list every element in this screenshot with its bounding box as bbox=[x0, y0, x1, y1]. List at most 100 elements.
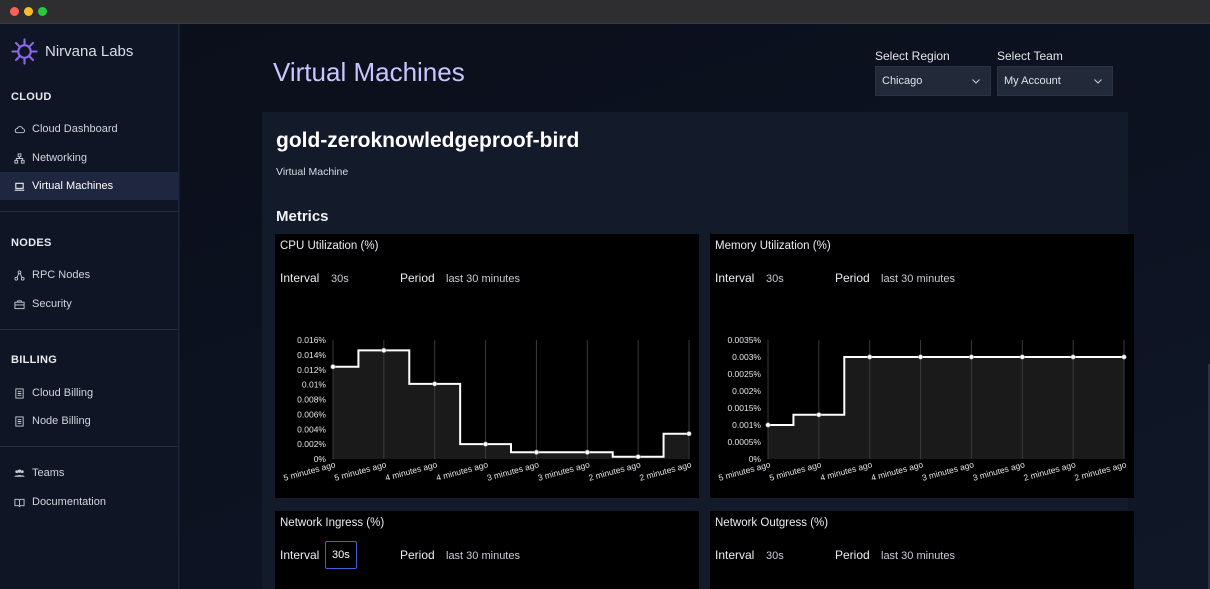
interval-value[interactable]: 30s bbox=[325, 541, 357, 569]
sidebar-item-label: Node Billing bbox=[32, 415, 91, 427]
data-point bbox=[686, 431, 692, 437]
data-point bbox=[816, 412, 822, 418]
interval-label: Interval bbox=[715, 271, 755, 285]
sidebar-divider bbox=[0, 446, 179, 447]
interval-label: Interval bbox=[280, 271, 320, 285]
page-title: Virtual Machines bbox=[273, 57, 465, 87]
sidebar-divider bbox=[0, 329, 179, 330]
sidebar-item-security[interactable]: Security bbox=[0, 290, 179, 318]
period-value[interactable]: last 30 minutes bbox=[881, 550, 955, 562]
y-tick-label: 0.016% bbox=[297, 335, 326, 345]
data-point bbox=[330, 364, 336, 370]
book-icon bbox=[14, 497, 25, 508]
network-outgress-card: Network Outgress (%) Interval 30s Period… bbox=[710, 511, 1134, 589]
minimize-window-button[interactable] bbox=[24, 7, 33, 16]
y-tick-label: 0.002% bbox=[297, 439, 326, 449]
y-tick-label: 0.002% bbox=[732, 386, 761, 396]
card-title: Memory Utilization (%) bbox=[715, 240, 831, 252]
main-content: Virtual Machines Select Region Chicago S… bbox=[180, 24, 1210, 589]
series-area bbox=[333, 350, 689, 459]
data-point bbox=[533, 449, 539, 455]
sidebar-item-label: Cloud Dashboard bbox=[32, 123, 118, 135]
chevron-down-icon bbox=[1094, 79, 1102, 84]
sidebar-item-networking[interactable]: Networking bbox=[0, 144, 179, 172]
sidebar-item-label: RPC Nodes bbox=[32, 269, 91, 281]
cpu-utilization-card: CPU Utilization (%) Interval 30s Period … bbox=[275, 234, 699, 498]
sidebar-item-teams[interactable]: Teams bbox=[0, 459, 179, 487]
node-icon bbox=[14, 269, 25, 281]
sidebar-item-virtual-machines[interactable]: Virtual Machines bbox=[0, 172, 179, 200]
sidebar-item-label: Virtual Machines bbox=[32, 180, 114, 192]
region-select[interactable]: Chicago bbox=[875, 66, 991, 96]
x-tick-label: 2 minutes ago bbox=[1022, 459, 1076, 483]
data-point bbox=[867, 354, 873, 360]
x-tick-label: 2 minutes ago bbox=[638, 459, 692, 483]
window-titlebar bbox=[0, 0, 1210, 24]
sidebar-item-label: Networking bbox=[32, 152, 88, 164]
interval-value[interactable]: 30s bbox=[766, 550, 784, 562]
data-point bbox=[1070, 354, 1076, 360]
sidebar-item-label: Documentation bbox=[32, 496, 106, 508]
x-tick-label: 2 minutes ago bbox=[587, 459, 641, 483]
y-tick-label: 0.012% bbox=[297, 365, 326, 375]
x-tick-label: 3 minutes ago bbox=[921, 459, 975, 483]
interval-value[interactable]: 30s bbox=[766, 273, 784, 285]
y-tick-label: 0.008% bbox=[297, 395, 326, 405]
data-point bbox=[1019, 354, 1025, 360]
data-point bbox=[432, 381, 438, 387]
cpu-utilization-chart: 0% 0.002% 0.004% 0.006% 0.008% 0.01% 0.012% 0.0… bbox=[282, 335, 692, 483]
data-point bbox=[918, 354, 924, 360]
brand-logo[interactable]: Nirvana Labs bbox=[11, 38, 133, 65]
data-point bbox=[381, 347, 387, 353]
sidebar-item-cloud-billing[interactable]: Cloud Billing bbox=[0, 379, 179, 407]
sidebar: Nirvana Labs CLOUD Cloud Dashboard Netwo… bbox=[0, 24, 179, 589]
section-title-nodes: NODES bbox=[11, 237, 52, 249]
chevron-down-icon bbox=[972, 79, 980, 84]
y-tick-label: 0.003% bbox=[732, 352, 761, 362]
maximize-window-button[interactable] bbox=[38, 7, 47, 16]
network-ingress-card: Network Ingress (%) Interval 30s Period … bbox=[275, 511, 699, 589]
page-scrollbar[interactable] bbox=[1208, 364, 1210, 589]
close-window-button[interactable] bbox=[10, 7, 19, 16]
vm-detail-panel: gold-zeroknowledgeproof-bird Virtual Mac… bbox=[262, 112, 1134, 589]
x-tick-label: 5 minutes ago bbox=[333, 459, 387, 483]
sidebar-item-documentation[interactable]: Documentation bbox=[0, 488, 179, 516]
team-select-value: My Account bbox=[1004, 75, 1061, 87]
memory-utilization-card: Memory Utilization (%) Interval 30s Peri… bbox=[710, 234, 1134, 498]
card-title: CPU Utilization (%) bbox=[280, 240, 379, 252]
vm-name: gold-zeroknowledgeproof-bird bbox=[276, 129, 580, 152]
interval-label: Interval bbox=[715, 548, 755, 562]
sidebar-item-label: Security bbox=[32, 298, 72, 310]
security-icon bbox=[14, 299, 25, 310]
series-area bbox=[768, 357, 1124, 459]
section-title-billing: BILLING bbox=[11, 354, 58, 366]
card-title: Network Ingress (%) bbox=[280, 517, 385, 529]
x-tick-label: 5 minutes ago bbox=[717, 459, 771, 483]
period-value[interactable]: last 30 minutes bbox=[446, 273, 520, 285]
nirvana-logo-icon bbox=[11, 38, 38, 65]
memory-utilization-chart: 0% 0.0005% 0.001% 0.0015% 0.002% 0.0025% 0.003… bbox=[717, 335, 1127, 483]
interval-value[interactable]: 30s bbox=[331, 273, 349, 285]
vm-type: Virtual Machine bbox=[276, 166, 349, 178]
team-select-label: Select Team bbox=[997, 49, 1063, 63]
laptop-icon bbox=[14, 181, 25, 192]
y-tick-label: 0.001% bbox=[732, 420, 761, 430]
x-tick-label: 4 minutes ago bbox=[819, 459, 873, 483]
region-select-label: Select Region bbox=[875, 49, 950, 63]
sidebar-divider bbox=[0, 211, 179, 212]
data-point bbox=[765, 422, 771, 428]
team-select[interactable]: My Account bbox=[997, 66, 1113, 96]
data-point bbox=[968, 354, 974, 360]
period-value[interactable]: last 30 minutes bbox=[446, 550, 520, 562]
data-point bbox=[584, 449, 590, 455]
sidebar-item-cloud-dashboard[interactable]: Cloud Dashboard bbox=[0, 115, 179, 143]
interval-label: Interval bbox=[280, 548, 320, 562]
network-icon bbox=[14, 152, 25, 164]
brand-name: Nirvana Labs bbox=[45, 43, 134, 60]
period-value[interactable]: last 30 minutes bbox=[881, 273, 955, 285]
sidebar-item-rpc-nodes[interactable]: RPC Nodes bbox=[0, 261, 179, 289]
receipt-icon bbox=[14, 415, 25, 427]
x-tick-label: 3 minutes ago bbox=[972, 459, 1026, 483]
x-tick-label: 2 minutes ago bbox=[1073, 459, 1127, 483]
sidebar-item-node-billing[interactable]: Node Billing bbox=[0, 407, 179, 435]
